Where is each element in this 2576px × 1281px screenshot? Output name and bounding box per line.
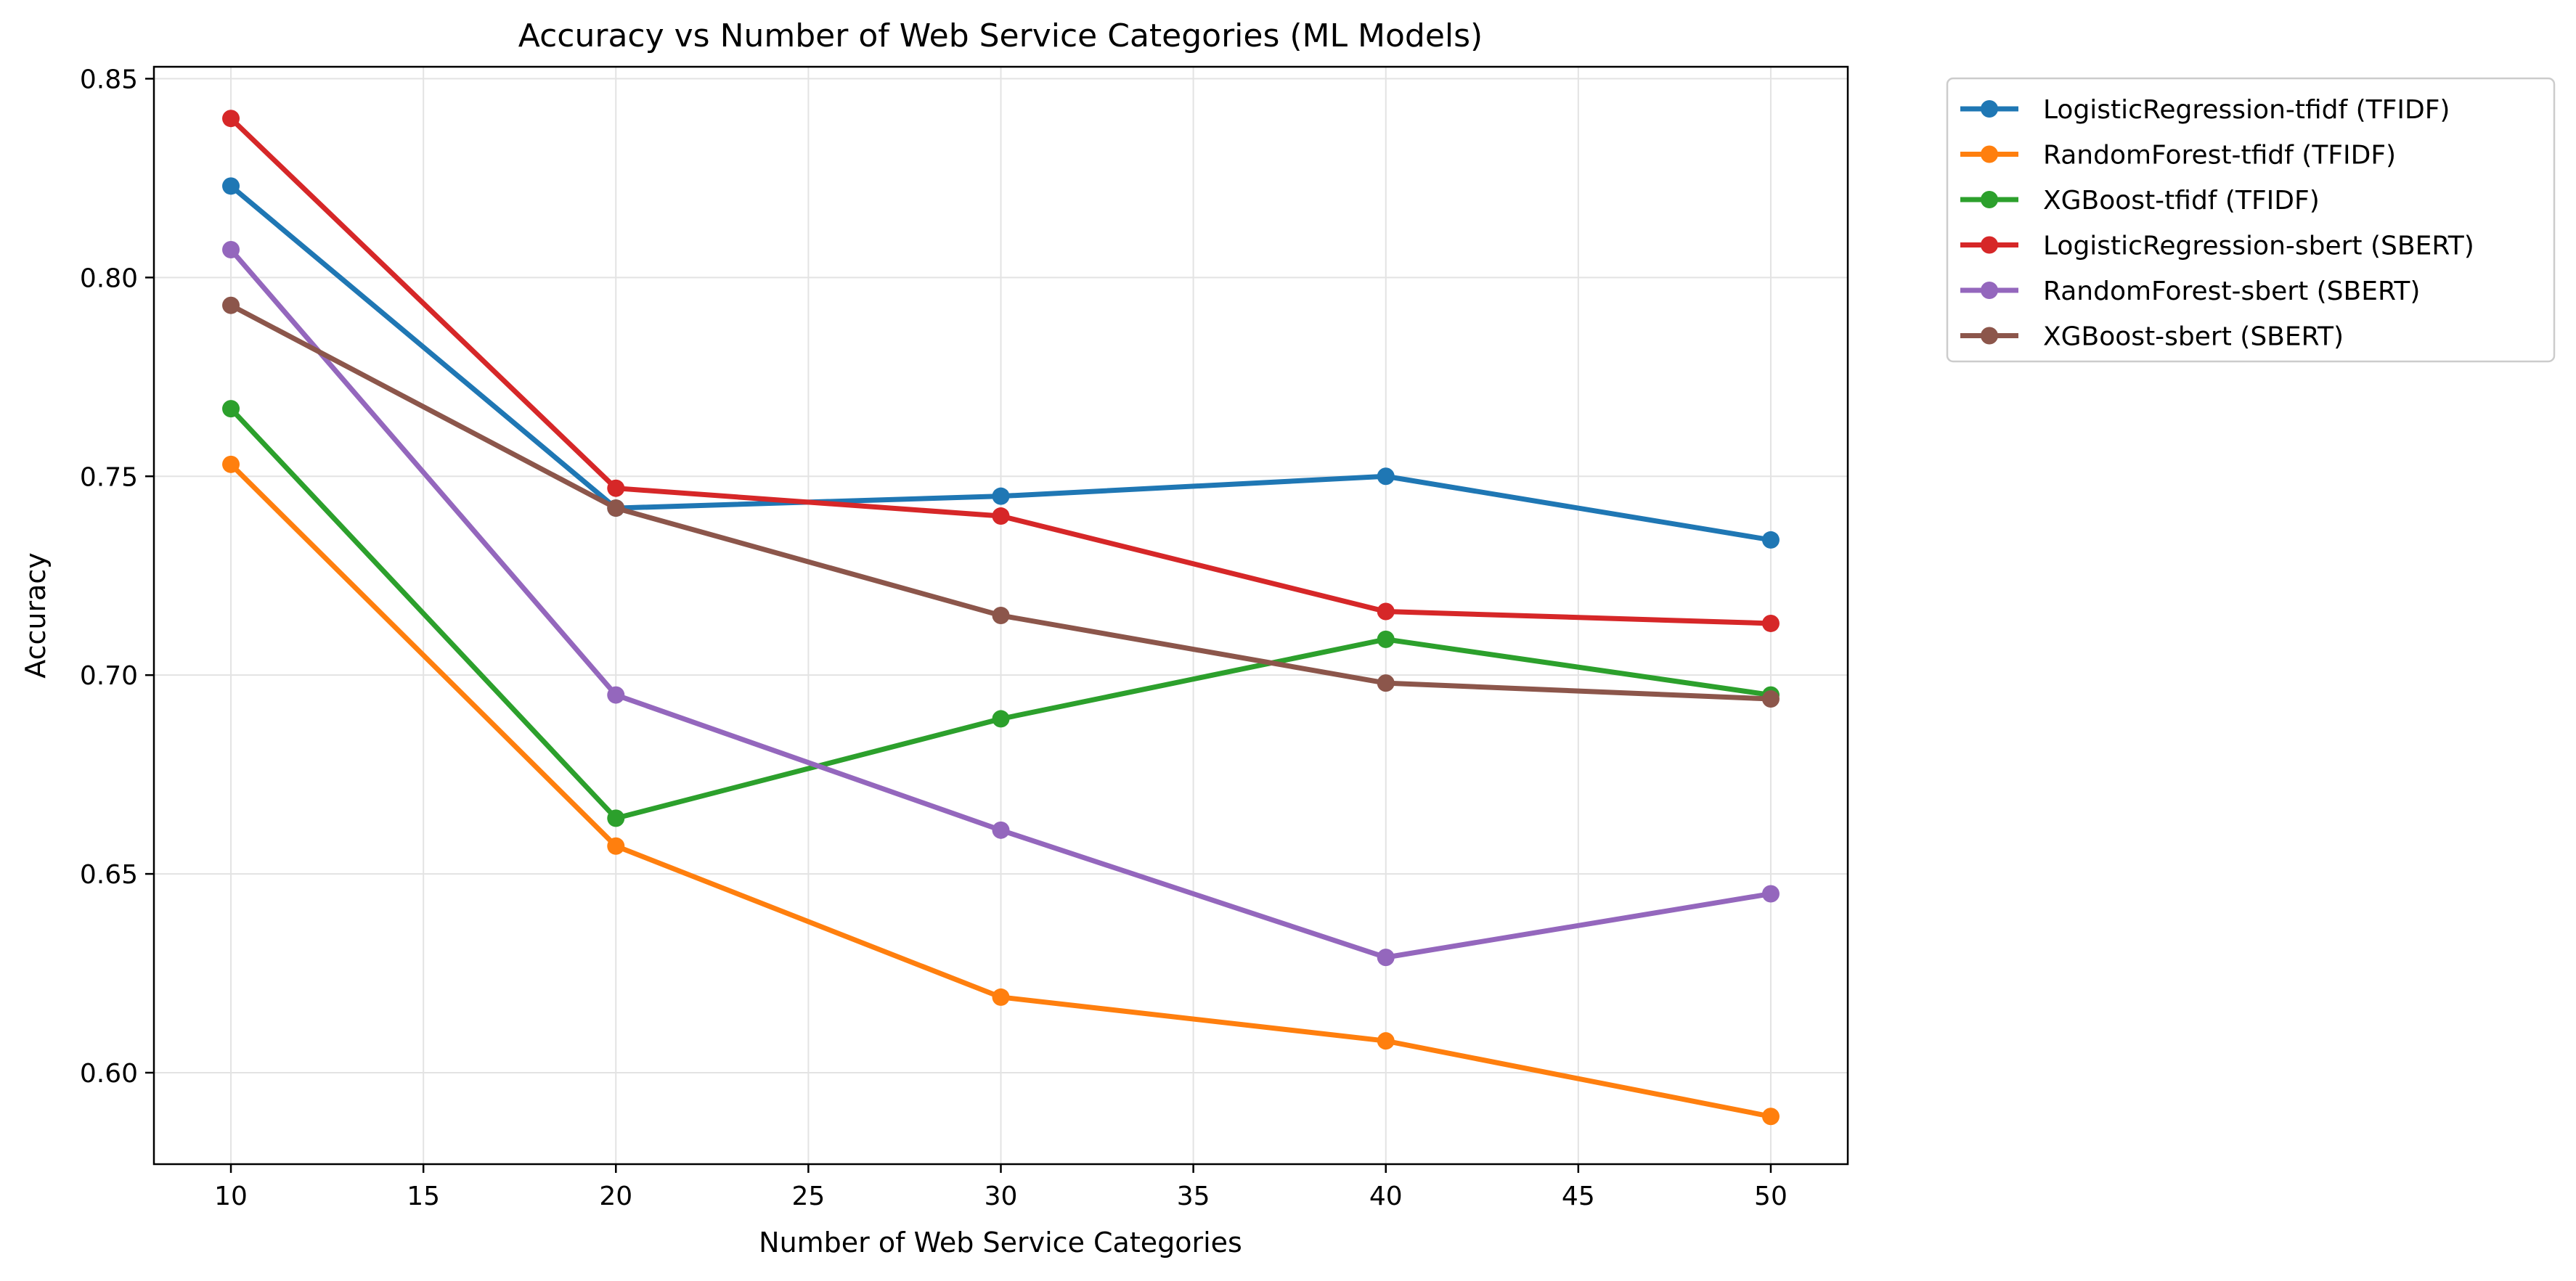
legend-frame bbox=[1946, 77, 2556, 363]
data-point bbox=[992, 988, 1010, 1006]
x-tick-label: 50 bbox=[1754, 1182, 1788, 1211]
y-axis-label: Accuracy bbox=[20, 552, 52, 679]
data-point bbox=[607, 686, 625, 704]
x-tick-label: 15 bbox=[407, 1182, 440, 1211]
series-6 bbox=[222, 296, 1780, 708]
y-tick-label: 0.65 bbox=[80, 860, 138, 890]
legend-marker bbox=[1981, 145, 1998, 163]
chart-title: Accuracy vs Number of Web Service Catego… bbox=[518, 17, 1483, 54]
legend-label: RandomForest-tfidf (TFIDF) bbox=[2043, 141, 2396, 171]
legend-entry: RandomForest-tfidf (TFIDF) bbox=[1960, 141, 2396, 171]
data-point bbox=[1761, 614, 1780, 632]
x-tick-label: 10 bbox=[214, 1182, 248, 1211]
data-point bbox=[1377, 1032, 1395, 1050]
data-point bbox=[1761, 885, 1780, 903]
data-point bbox=[607, 499, 625, 517]
data-point bbox=[1377, 467, 1395, 486]
series-5 bbox=[222, 241, 1780, 967]
y-tick-label: 0.85 bbox=[80, 65, 138, 94]
data-point bbox=[1377, 630, 1395, 648]
x-tick-label: 30 bbox=[985, 1182, 1018, 1211]
data-point bbox=[607, 479, 625, 497]
data-point bbox=[607, 809, 625, 827]
y-tick-label: 0.70 bbox=[80, 661, 138, 691]
legend-label: LogisticRegression-sbert (SBERT) bbox=[2043, 232, 2474, 261]
series-layer bbox=[222, 110, 1780, 1126]
data-point bbox=[222, 110, 240, 128]
y-tick-label: 0.60 bbox=[80, 1059, 138, 1089]
data-point bbox=[1761, 531, 1780, 549]
legend-entry: XGBoost-sbert (SBERT) bbox=[1960, 322, 2344, 352]
legend-label: RandomForest-sbert (SBERT) bbox=[2043, 277, 2420, 306]
data-point bbox=[1377, 602, 1395, 621]
data-point bbox=[222, 400, 240, 418]
legend-entry: LogisticRegression-sbert (SBERT) bbox=[1960, 232, 2474, 261]
x-axis-label: Number of Web Service Categories bbox=[759, 1227, 1242, 1259]
x-tick-label: 45 bbox=[1562, 1182, 1595, 1211]
series-2 bbox=[222, 455, 1780, 1126]
legend-marker bbox=[1981, 236, 1998, 254]
ticks: 10 15 20 25 30 35 40 45 50 0.60 0.65 0.70 0.75 0.80 0.… bbox=[80, 65, 1788, 1211]
data-point bbox=[992, 507, 1010, 525]
data-point bbox=[222, 241, 240, 258]
y-tick-label: 0.75 bbox=[80, 462, 138, 492]
data-point bbox=[607, 837, 625, 855]
series-4 bbox=[222, 110, 1780, 632]
data-point bbox=[222, 455, 240, 473]
data-point bbox=[992, 821, 1010, 839]
x-tick-label: 25 bbox=[791, 1182, 825, 1211]
data-point bbox=[1377, 949, 1395, 967]
legend-marker bbox=[1981, 191, 1998, 208]
data-point bbox=[1761, 1108, 1780, 1126]
x-tick-label: 40 bbox=[1369, 1182, 1403, 1211]
data-point bbox=[222, 296, 240, 314]
legend: LogisticRegression-tfidf (TFIDF) RandomFo… bbox=[1946, 77, 2556, 363]
data-point bbox=[1377, 674, 1395, 692]
x-tick-label: 20 bbox=[599, 1182, 632, 1211]
y-tick-label: 0.80 bbox=[80, 263, 138, 293]
data-point bbox=[992, 710, 1010, 728]
data-point bbox=[992, 487, 1010, 505]
legend-marker bbox=[1981, 282, 1998, 299]
legend-label: XGBoost-tfidf (TFIDF) bbox=[2043, 186, 2320, 216]
legend-entry: XGBoost-tfidf (TFIDF) bbox=[1960, 186, 2320, 216]
data-point bbox=[222, 177, 240, 195]
legend-label: LogisticRegression-tfidf (TFIDF) bbox=[2043, 95, 2450, 125]
x-tick-label: 35 bbox=[1177, 1182, 1210, 1211]
legend-marker bbox=[1981, 327, 1998, 345]
legend-entry: LogisticRegression-tfidf (TFIDF) bbox=[1960, 95, 2450, 125]
legend-label: XGBoost-sbert (SBERT) bbox=[2043, 322, 2344, 352]
legend-marker bbox=[1981, 100, 1998, 118]
data-point bbox=[1761, 690, 1780, 708]
legend-entry: RandomForest-sbert (SBERT) bbox=[1960, 277, 2420, 306]
data-point bbox=[992, 607, 1010, 624]
